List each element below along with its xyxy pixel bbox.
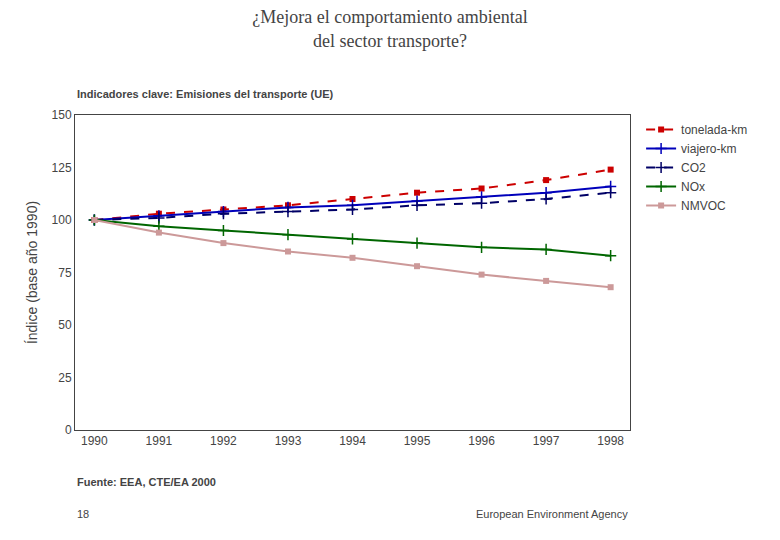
svg-text:European Environment Agency: European Environment Agency <box>476 508 628 520</box>
svg-text:1991: 1991 <box>146 434 173 448</box>
svg-text:Fuente: EEA, CTE/EA 2000: Fuente: EEA, CTE/EA 2000 <box>77 476 216 488</box>
svg-text:100: 100 <box>52 213 72 227</box>
svg-text:CO2: CO2 <box>681 161 706 175</box>
svg-text:1993: 1993 <box>275 434 302 448</box>
svg-text:150: 150 <box>52 108 72 122</box>
svg-text:50: 50 <box>58 318 72 332</box>
svg-text:1994: 1994 <box>339 434 366 448</box>
svg-text:75: 75 <box>58 266 72 280</box>
svg-text:0: 0 <box>65 423 72 437</box>
svg-text:25: 25 <box>58 371 72 385</box>
svg-text:viajero-km: viajero-km <box>681 142 736 156</box>
svg-text:1995: 1995 <box>404 434 431 448</box>
svg-text:18: 18 <box>77 508 89 520</box>
svg-text:1997: 1997 <box>533 434 560 448</box>
svg-text:Indicadores clave: Emisiones d: Indicadores clave: Emisiones del transpo… <box>77 88 333 100</box>
svg-text:1992: 1992 <box>210 434 237 448</box>
svg-text:¿Mejora el comportamiento ambi: ¿Mejora el comportamiento ambientaldel s… <box>252 7 527 50</box>
svg-text:tonelada-km: tonelada-km <box>681 123 747 137</box>
svg-text:NMVOC: NMVOC <box>681 199 726 213</box>
svg-text:1996: 1996 <box>468 434 495 448</box>
svg-text:125: 125 <box>52 161 72 175</box>
svg-text:NOx: NOx <box>681 180 705 194</box>
svg-text:1998: 1998 <box>597 434 624 448</box>
svg-text:Índice (base año 1990): Índice (base año 1990) <box>24 201 40 344</box>
svg-text:1990: 1990 <box>81 434 108 448</box>
